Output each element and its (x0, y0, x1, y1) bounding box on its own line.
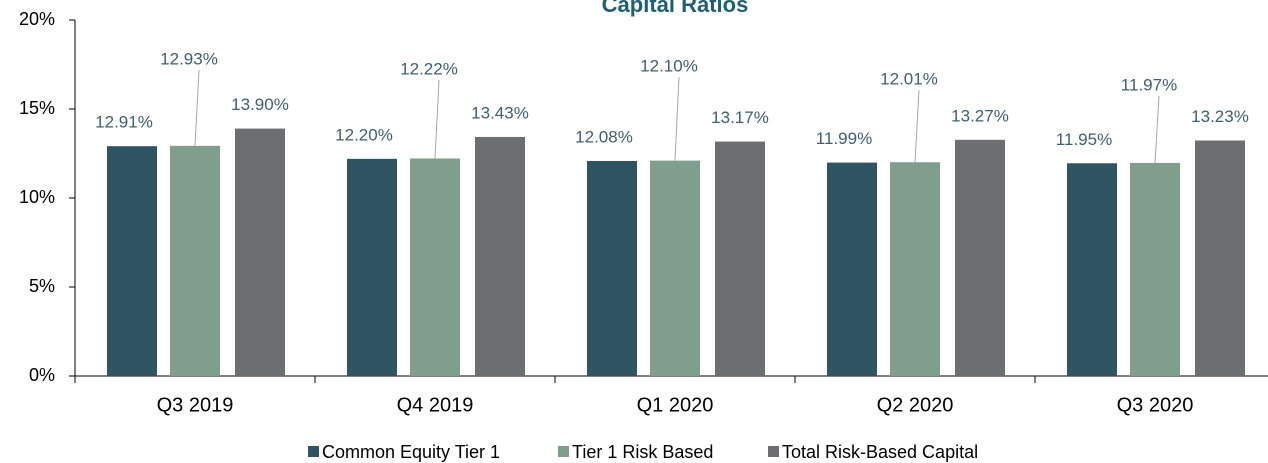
bar (410, 158, 460, 376)
bar (890, 162, 940, 376)
legend-swatch (558, 446, 569, 457)
bar (170, 145, 220, 376)
bar (955, 139, 1005, 376)
leader-line (914, 89, 920, 163)
value-label: 12.93% (160, 49, 218, 68)
value-label: 13.27% (951, 106, 1009, 125)
y-tick-label: 20% (19, 9, 55, 29)
legend-swatch (308, 446, 319, 457)
bar (1130, 162, 1180, 376)
value-label: 11.99% (816, 129, 872, 148)
legend-label: Common Equity Tier 1 (322, 442, 500, 462)
bar (107, 146, 157, 376)
value-label: 12.01% (880, 69, 938, 88)
value-label: 12.20% (335, 125, 393, 144)
leader-line (1154, 95, 1160, 163)
bar (715, 141, 765, 376)
x-tick-label: Q3 2020 (1117, 394, 1194, 416)
bar (235, 128, 285, 376)
x-tick-label: Q4 2019 (397, 394, 474, 416)
x-tick-label: Q3 2019 (157, 394, 234, 416)
bar (650, 160, 700, 376)
bar (347, 158, 397, 376)
bar (587, 160, 637, 376)
legend-swatch (768, 446, 779, 457)
value-label: 13.17% (711, 108, 769, 127)
leader-line (674, 76, 680, 161)
value-label: 12.08% (575, 127, 633, 146)
value-label: 13.43% (471, 103, 529, 122)
leader-line (194, 69, 200, 146)
bar (1067, 163, 1117, 376)
value-label: 11.95% (1056, 130, 1112, 149)
y-tick-label: 15% (19, 98, 55, 118)
bar (827, 162, 877, 376)
legend-label: Tier 1 Risk Based (572, 442, 713, 462)
value-label: 12.91% (95, 113, 153, 132)
legend-label: Total Risk-Based Capital (782, 442, 978, 462)
leader-line (434, 79, 440, 159)
bar (475, 136, 525, 376)
value-label: 13.23% (1191, 107, 1249, 126)
y-tick-label: 10% (19, 187, 55, 207)
chart-title: Capital Ratios (602, 0, 749, 17)
value-label: 12.10% (640, 56, 698, 75)
x-tick-label: Q2 2020 (877, 394, 954, 416)
value-label: 11.97% (1121, 75, 1177, 94)
y-tick-label: 0% (29, 365, 55, 385)
y-tick-label: 5% (29, 276, 55, 296)
value-label: 13.90% (231, 95, 289, 114)
x-tick-label: Q1 2020 (637, 394, 714, 416)
value-label: 12.22% (400, 59, 458, 78)
bar (1195, 140, 1245, 376)
